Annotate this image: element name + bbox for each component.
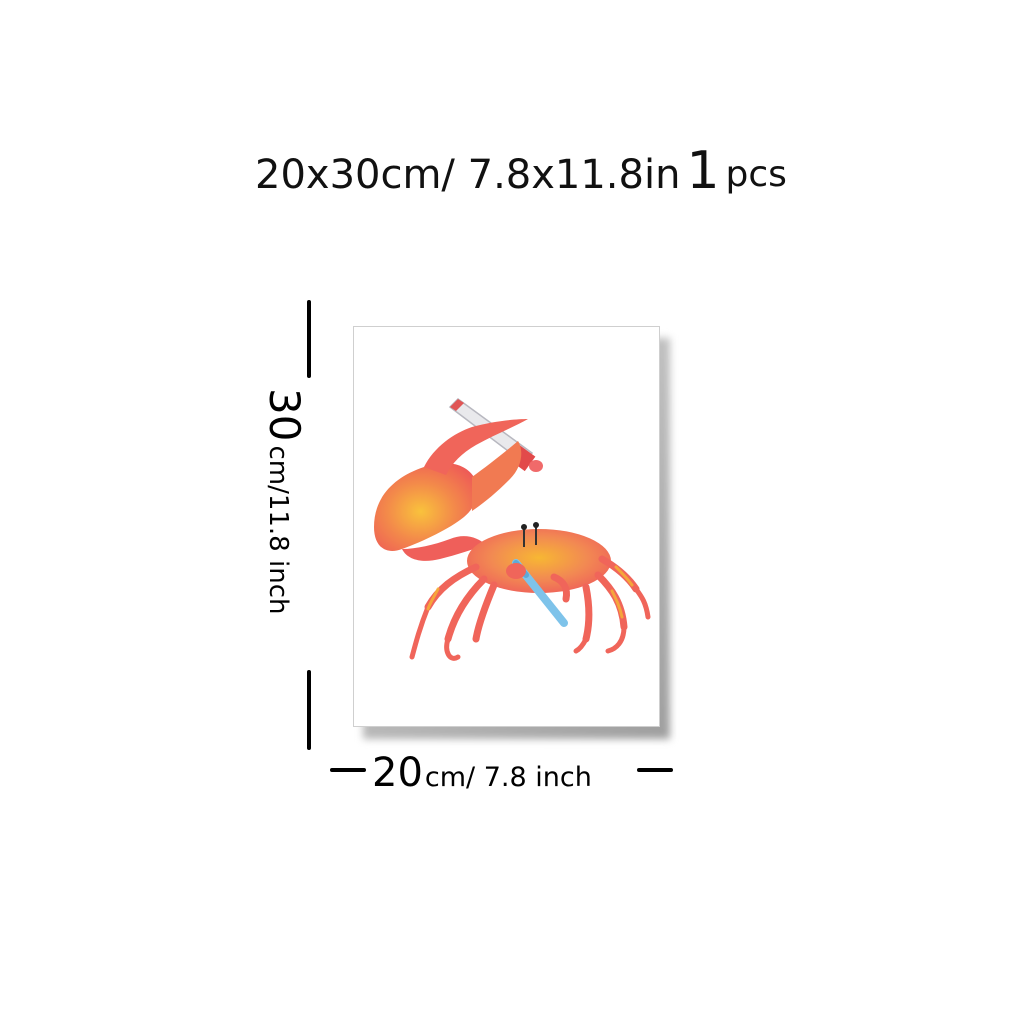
crab-body [467, 522, 611, 593]
canvas-print [353, 326, 670, 739]
piece-unit: pcs [725, 154, 787, 195]
crab-small-claw [506, 563, 526, 579]
height-label: 30 cm/11.8 inch [260, 388, 309, 614]
crab-illustration [374, 398, 651, 661]
crab-big-claw [374, 419, 528, 561]
size-dimensions-text: 20x30cm/ 7.8x11.8in [255, 152, 681, 198]
height-value: 30 [260, 388, 309, 442]
size-headline: 20x30cm/ 7.8x11.8in 1 pcs [255, 138, 787, 198]
crab-leg-highlights [426, 565, 634, 619]
width-indicator-line-left [330, 768, 366, 772]
piece-count: 1 [686, 141, 720, 201]
height-unit: cm/11.8 inch [263, 445, 293, 615]
width-unit: cm/ 7.8 inch [424, 762, 592, 793]
height-indicator-line-top [307, 300, 311, 378]
width-value: 20 [372, 750, 423, 796]
width-indicator-line-right [637, 768, 673, 772]
canvas-surface [353, 326, 660, 727]
height-indicator-line-bottom [307, 670, 311, 750]
width-label: 20 cm/ 7.8 inch [372, 750, 592, 796]
crab-legs [409, 555, 651, 661]
